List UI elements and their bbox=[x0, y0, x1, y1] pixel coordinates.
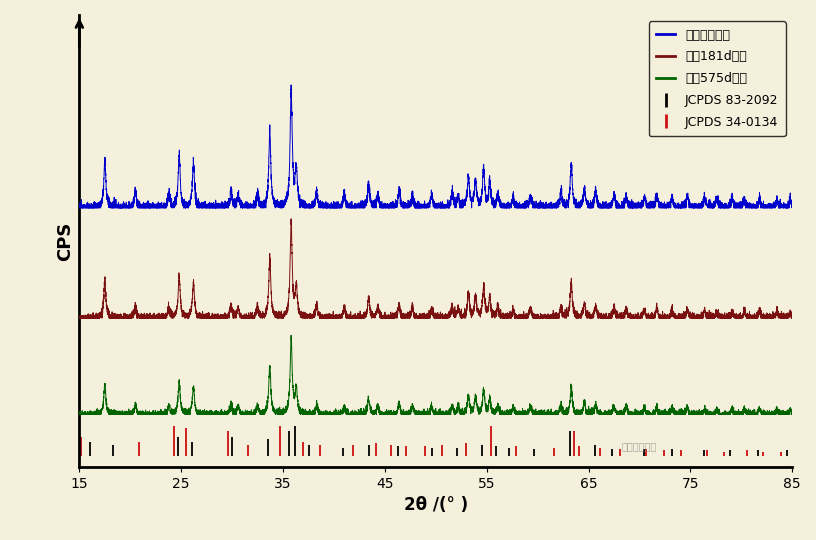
Y-axis label: CPS: CPS bbox=[55, 221, 73, 261]
Legend: 未经存储电池, 存储181d电池, 存储575d电池, JCPDS 83-2092, JCPDS 34-0134: 未经存储电池, 存储181d电池, 存储575d电池, JCPDS 83-209… bbox=[649, 21, 786, 136]
Text: 锂电联塑会长: 锂电联塑会长 bbox=[621, 441, 656, 451]
X-axis label: 2θ /(° ): 2θ /(° ) bbox=[404, 496, 468, 514]
